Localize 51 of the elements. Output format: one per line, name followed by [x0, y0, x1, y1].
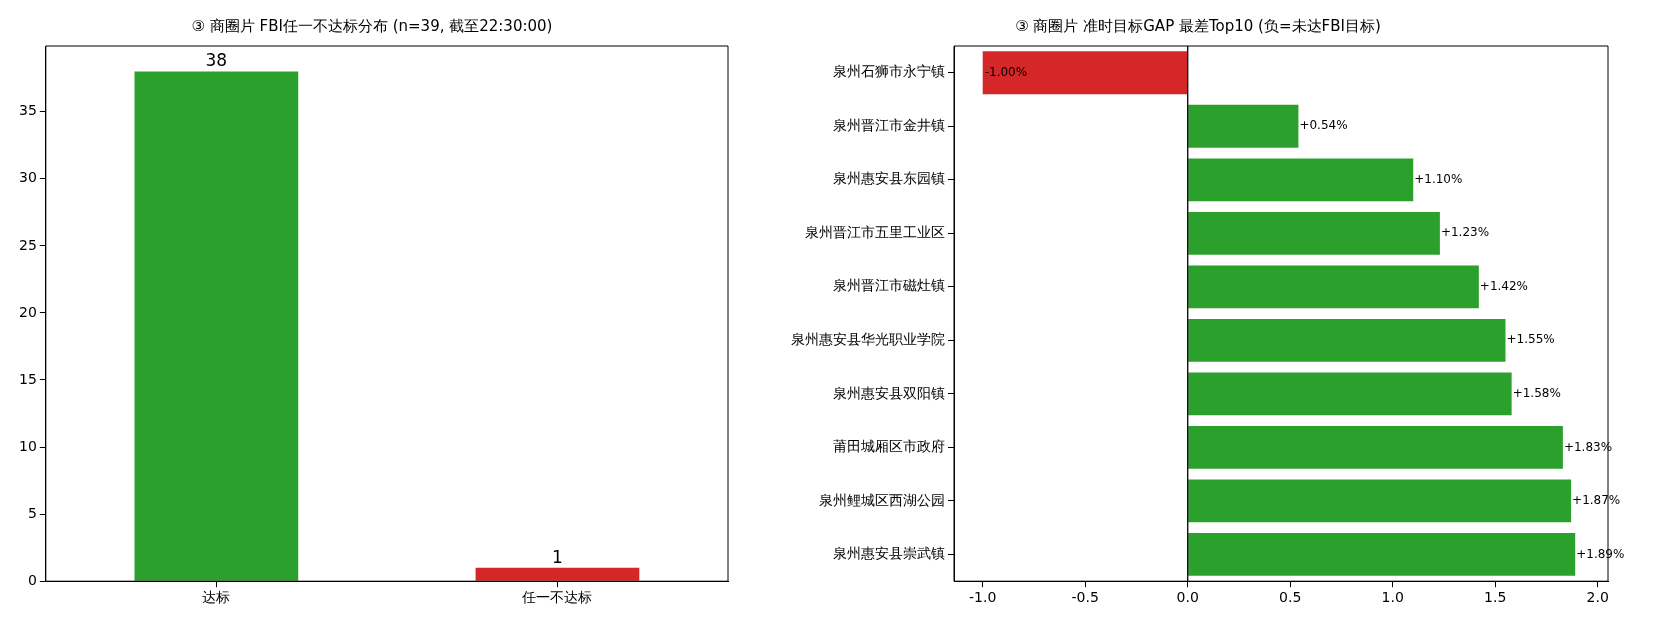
- data-label: 1: [552, 546, 563, 567]
- bar: [1188, 211, 1440, 255]
- y-tick-label: 0: [27, 571, 37, 588]
- x-tick-label: 达标: [202, 589, 231, 606]
- bar: [1188, 479, 1572, 523]
- y-tick-label: 泉州晋江市五里工业区: [805, 223, 945, 240]
- data-label: +1.55%: [1506, 332, 1555, 347]
- x-tick-label: 任一不达标: [521, 589, 593, 606]
- x-tick-label: -1.0: [969, 589, 997, 606]
- y-tick-label: 泉州惠安县双阳镇: [833, 384, 945, 401]
- bar: [1188, 372, 1512, 416]
- y-tick-label: 15: [18, 370, 37, 387]
- y-tick-label: 10: [18, 437, 37, 454]
- x-tick-label: 2.0: [1586, 589, 1609, 606]
- x-tick-label: 0.5: [1279, 589, 1302, 606]
- data-label: +1.10%: [1414, 171, 1463, 186]
- y-tick-label: 泉州鲤城区西湖公园: [819, 491, 945, 508]
- x-tick-label: 1.0: [1381, 589, 1404, 606]
- x-tick-label: 1.5: [1484, 589, 1507, 606]
- data-label: +1.58%: [1512, 386, 1561, 401]
- x-tick-label: -0.5: [1071, 589, 1099, 606]
- y-tick-label: 泉州惠安县华光职业学院: [791, 331, 945, 347]
- y-tick-label: 泉州惠安县崇武镇: [833, 545, 945, 562]
- y-tick-label: 莆田城厢区市政府: [833, 438, 945, 455]
- y-tick-label: 30: [18, 169, 37, 186]
- y-tick-label: 泉州晋江市磁灶镇: [833, 277, 945, 294]
- bar: [1188, 158, 1414, 202]
- data-label: +1.42%: [1479, 278, 1529, 293]
- y-tick-label: 20: [18, 303, 37, 320]
- data-label: +1.89%: [1576, 546, 1625, 561]
- y-tick-label: 35: [18, 102, 37, 119]
- data-label: +1.87%: [1572, 493, 1621, 508]
- y-tick-label: 泉州石狮市永宁镇: [833, 63, 945, 80]
- chart-title: ③ 商圈片 准时目标GAP 最差Top10 (负=未达FBI目标): [1015, 16, 1381, 35]
- data-label: +1.23%: [1440, 225, 1490, 240]
- bar: [982, 51, 1188, 95]
- x-tick-label: 0.0: [1176, 589, 1199, 606]
- bar: [1188, 318, 1506, 362]
- y-tick-label: 25: [18, 236, 37, 253]
- data-label: -1.00%: [984, 64, 1028, 79]
- bar: [1188, 533, 1576, 576]
- bar: [1188, 265, 1479, 309]
- y-tick-label: 5: [27, 504, 37, 521]
- y-tick-label: 泉州惠安县东园镇: [833, 170, 945, 187]
- data-label: +0.54%: [1299, 118, 1348, 133]
- y-tick-label: 泉州晋江市金井镇: [833, 116, 945, 133]
- data-label: 38: [205, 50, 228, 71]
- data-label: +1.83%: [1563, 439, 1613, 454]
- chart-title: ③ 商圈片 FBI任一不达标分布 (n=39, 截至22:30:00): [191, 16, 553, 35]
- bar: [1188, 425, 1563, 469]
- bar: [1188, 104, 1299, 148]
